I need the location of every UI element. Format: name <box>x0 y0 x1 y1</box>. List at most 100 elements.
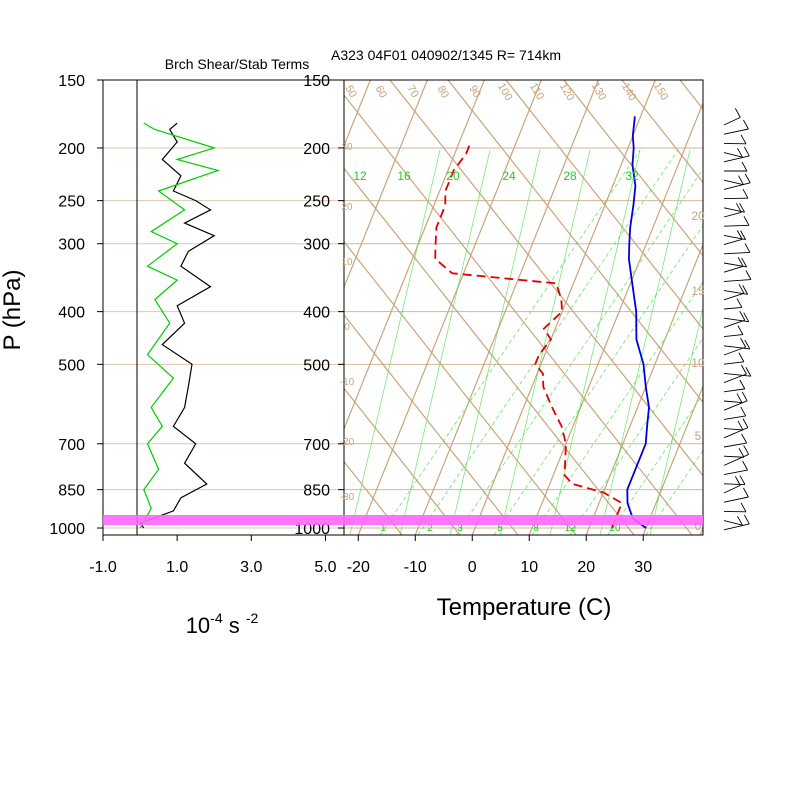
left-xtick-label-1: 1.0 <box>166 559 188 576</box>
wind-barb-43 <box>723 520 743 526</box>
left-ytick-label-400: 400 <box>58 305 85 322</box>
isotherm-0 <box>471 80 656 535</box>
wind-barb-flag-24 <box>744 339 751 350</box>
shear-stab-panel: 150 200 250 300 400 500 700 850 1000 -1.0 1.0 3.0 5… <box>49 73 345 576</box>
wind-barb-flag-11 <box>743 216 750 226</box>
wind-barb-flag-14 <box>744 243 751 253</box>
wind-barb-6 <box>723 179 744 186</box>
right-ytick-label-250: 250 <box>303 194 330 211</box>
isotherm-20 <box>585 243 703 535</box>
wind-barb-flag-30 <box>736 393 743 403</box>
wind-barb-flag-28 <box>741 364 747 375</box>
moist-adiabat-6 <box>607 393 703 535</box>
moist-adiabat-label-5: 12 <box>564 523 576 534</box>
wind-barb-flag-33 <box>737 420 744 431</box>
wind-barb-flag-37 <box>743 445 750 455</box>
dry-adiabat-label-3: 80 <box>434 84 451 101</box>
wind-barb-flag-20 <box>736 298 743 308</box>
dry-adiabat-11 <box>621 80 703 184</box>
wind-barb-3 <box>723 152 743 158</box>
moist-adiabat-label-2: 3 <box>457 523 463 534</box>
height-label-4: 20 <box>691 209 705 223</box>
wind-barb-26 <box>723 361 744 365</box>
moist-adiabat-4 <box>531 281 703 535</box>
moist-adiabat-label-6: 20 <box>609 523 621 534</box>
unit-mid: s <box>223 613 246 638</box>
wind-barb-34 <box>723 427 749 439</box>
wind-barb-flag-4 <box>743 146 750 157</box>
wind-barb-7 <box>723 182 751 190</box>
wind-barb-flag-27 <box>745 367 752 377</box>
mixing-ratio-line-3 <box>499 149 591 535</box>
wind-barb-flag-32 <box>740 406 747 417</box>
isotherm-40 <box>699 526 703 535</box>
wind-barb-flag-22 <box>739 311 746 321</box>
wind-barb-44 <box>723 523 750 531</box>
wind-barb-25 <box>723 346 746 356</box>
height-label-1: 5 <box>695 429 702 443</box>
wind-barb-flag-9 <box>739 202 745 213</box>
wind-barb-33 <box>723 428 743 431</box>
wind-barb-41 <box>723 496 749 503</box>
wind-barb-flag-31 <box>741 391 748 402</box>
dry-adiabat-label-1: 60 <box>372 84 389 101</box>
mixing-ratio-line-1 <box>399 149 491 535</box>
moist-adiabat-3 <box>493 224 703 535</box>
right-ytick-label-200: 200 <box>303 141 330 158</box>
temp-tick-label-10: 10 <box>520 559 538 576</box>
dry-adiabat-5 <box>344 167 635 535</box>
dry-adiabat-8 <box>447 80 703 404</box>
wind-barb-10 <box>723 211 742 218</box>
dry-adiabat-label-7: 120 <box>557 81 577 103</box>
mixing-ratio-line-0 <box>349 149 441 535</box>
right-ytick-label-400: 400 <box>303 305 330 322</box>
moist-adiabat-2 <box>455 168 703 535</box>
wind-barb-38 <box>723 469 748 476</box>
moist-adiabat-label-4: 8 <box>533 523 539 534</box>
wind-barb-39 <box>723 483 746 485</box>
wind-barb-flag-13 <box>736 230 743 240</box>
height-label-2: 10 <box>691 356 705 370</box>
wind-barb-13 <box>723 238 743 246</box>
mixing-ratio-line-6 <box>649 306 703 535</box>
temp-tick-label--20: -20 <box>347 559 370 576</box>
wind-barb-20 <box>723 306 742 310</box>
wind-barb-flag-35 <box>741 433 748 444</box>
wind-barb-flag-43 <box>737 515 743 526</box>
moist-adiabat-1 <box>417 149 679 535</box>
skewt-series-line-0 <box>626 116 650 529</box>
mixing-ratio-line-2 <box>449 149 541 535</box>
moist-adiabat-0 <box>379 149 641 535</box>
wind-barb-flag-15 <box>741 257 748 268</box>
wind-barb-flag-21 <box>743 312 750 322</box>
dry-adiabat-label-5: 100 <box>495 81 515 103</box>
wind-barb-21 <box>723 317 749 323</box>
wind-barb-18 <box>723 290 748 295</box>
wind-barb-flag-2 <box>740 134 747 145</box>
left-edge-label-1: 20 <box>341 202 353 213</box>
left-x-unit-label: 10-4 s -2 <box>186 610 259 638</box>
left-edge-label-5: -20 <box>340 437 355 448</box>
wind-barb-flag-34 <box>742 418 749 428</box>
right-ytick-label-300: 300 <box>303 237 330 254</box>
wind-barb-11 <box>723 224 750 227</box>
mixing-ratio-label-0: 12 <box>353 169 367 183</box>
left-series-line-1 <box>139 122 220 529</box>
mixing-ratio-label-1: 16 <box>397 169 411 183</box>
left-panel-title: Brch Shear/Stab Terms <box>165 56 309 72</box>
wind-barb-23 <box>723 334 743 338</box>
wind-barb-flag-16 <box>737 257 744 267</box>
left-edge-label-3: 0 <box>344 322 350 333</box>
wind-barb-22 <box>723 319 745 328</box>
right-ytick-label-500: 500 <box>303 357 330 374</box>
temp-tick-label-20: 20 <box>577 559 595 576</box>
skewt-series-line-1 <box>434 141 623 529</box>
height-label-3: 15 <box>691 284 705 298</box>
left-pressure-gridlines <box>103 79 344 529</box>
wind-barb-31 <box>723 400 748 411</box>
unit-base: 10 <box>186 613 210 638</box>
wind-barb-flag-3 <box>737 147 743 158</box>
mixing-ratio-label-4: 28 <box>563 169 577 183</box>
wind-barb-flag-8 <box>742 188 749 199</box>
